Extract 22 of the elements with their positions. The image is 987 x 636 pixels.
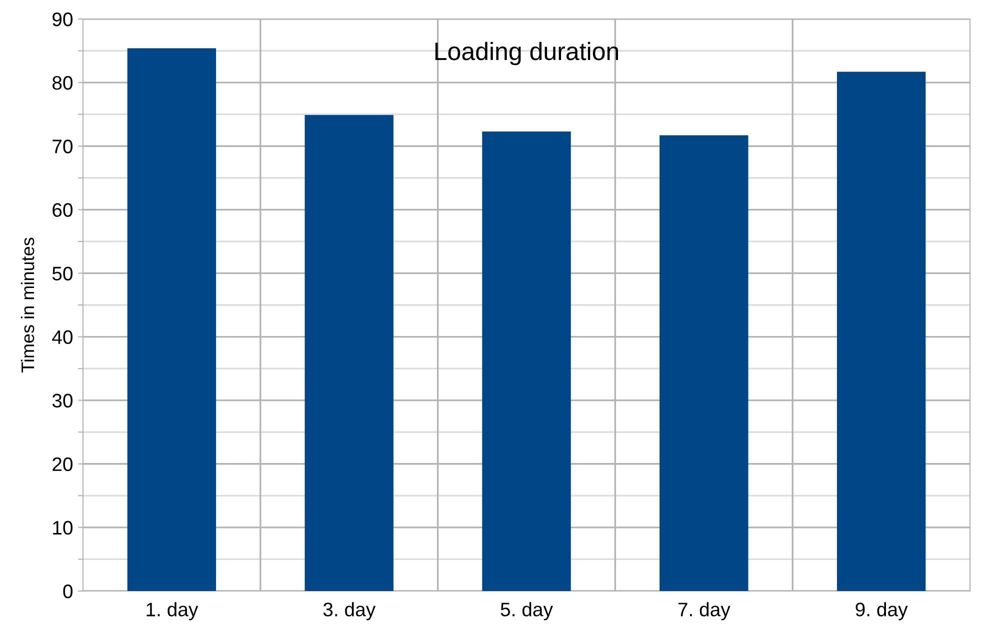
x-tick-label: 3. day <box>323 602 376 620</box>
y-tick-label: 60 <box>52 203 73 217</box>
y-tick-label: 0 <box>63 584 73 598</box>
y-tick-label: 40 <box>52 330 73 344</box>
y-tick-label: 30 <box>52 394 73 408</box>
bar <box>836 72 926 591</box>
y-axis-title: Times in minutes <box>20 238 34 372</box>
bar <box>660 135 748 591</box>
x-tick-label: 7. day <box>678 602 730 620</box>
x-tick-label: 5. day <box>500 602 553 620</box>
bar <box>304 114 394 591</box>
bar <box>482 131 571 591</box>
y-tick-label: 10 <box>53 520 73 535</box>
y-tick-label: 80 <box>52 76 73 90</box>
y-tick-label: 20 <box>52 457 73 472</box>
x-tick-label: 9. day <box>856 602 908 620</box>
x-tick-label: 1. day <box>146 602 198 620</box>
y-tick-label: 70 <box>52 140 73 154</box>
y-tick-label: 50 <box>52 266 73 280</box>
y-tick-label: 90 <box>52 12 73 26</box>
text: Loading duration <box>435 42 618 66</box>
bar <box>127 48 216 591</box>
